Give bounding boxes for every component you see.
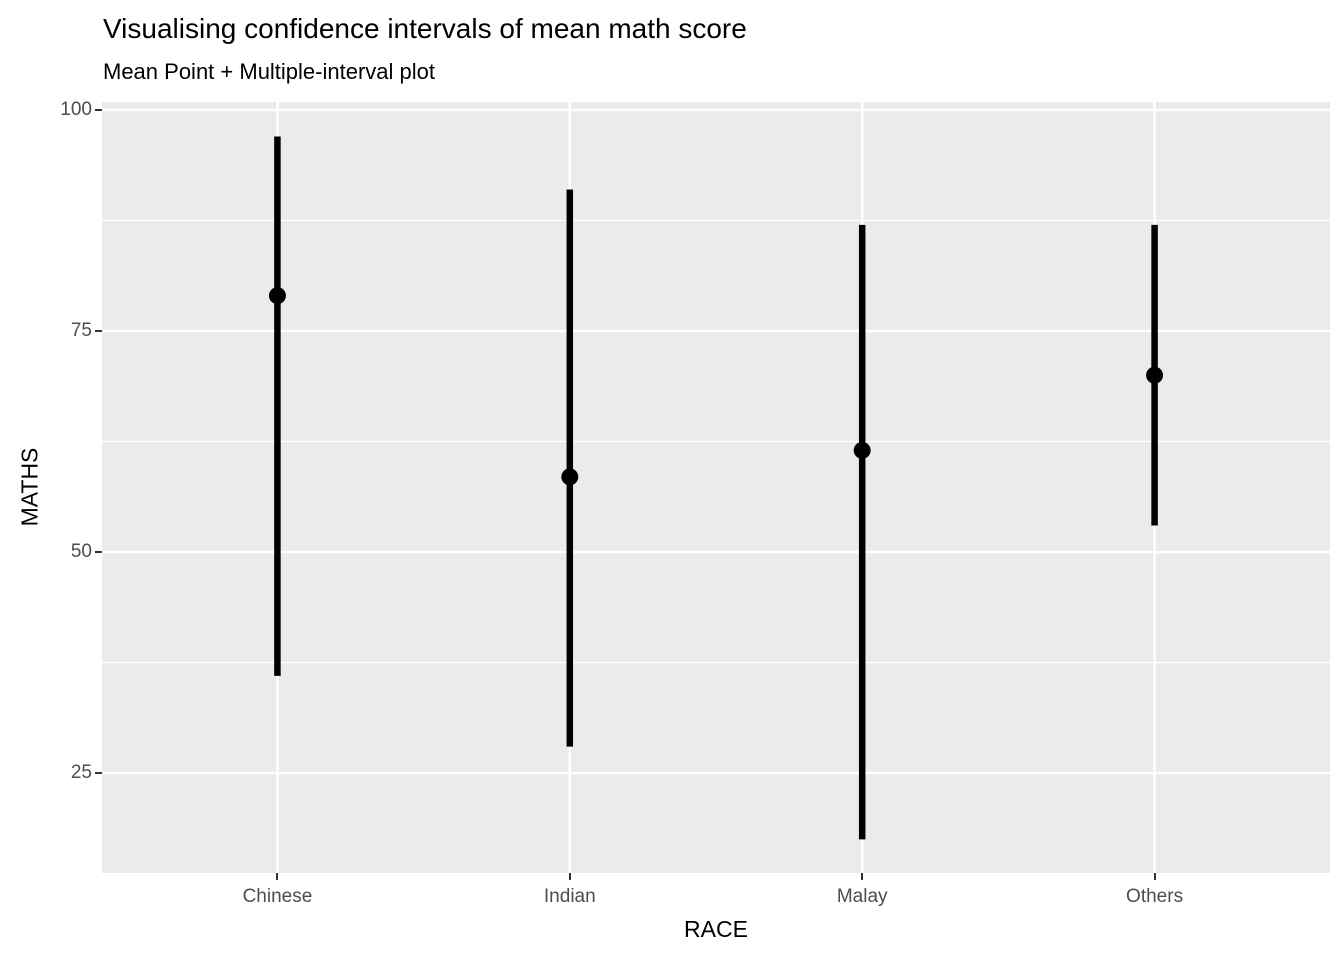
y-tick-label: 100	[60, 98, 92, 120]
x-tick-mark	[861, 873, 864, 880]
y-tick-label: 25	[70, 762, 92, 784]
x-axis-title: RACE	[684, 916, 748, 942]
x-tick-mark	[276, 873, 279, 880]
x-tick-label: Malay	[836, 886, 888, 907]
x-tick-mark	[568, 873, 571, 880]
y-tick-mark	[95, 108, 102, 111]
chart-title: Visualising confidence intervals of mean…	[103, 13, 747, 44]
y-tick-mark	[95, 551, 102, 554]
y-tick-mark	[95, 330, 102, 332]
y-tick-mark	[95, 772, 102, 775]
mean-point	[561, 468, 579, 486]
plot-canvas	[102, 102, 1330, 873]
mean-point	[1146, 366, 1164, 384]
x-tick-label: Others	[1126, 886, 1184, 907]
x-tick-label: Indian	[543, 886, 596, 907]
y-tick-label: 75	[70, 320, 92, 341]
x-tick-label: Chinese	[242, 886, 313, 907]
chart-subtitle: Mean Point + Multiple-interval plot	[103, 59, 435, 84]
mean-point	[853, 441, 871, 459]
y-tick-label: 50	[70, 541, 92, 563]
plot-panel	[102, 102, 1330, 873]
x-tick-mark	[1153, 873, 1156, 880]
y-axis-title: MATHS	[16, 447, 43, 527]
mean-point	[268, 287, 286, 305]
